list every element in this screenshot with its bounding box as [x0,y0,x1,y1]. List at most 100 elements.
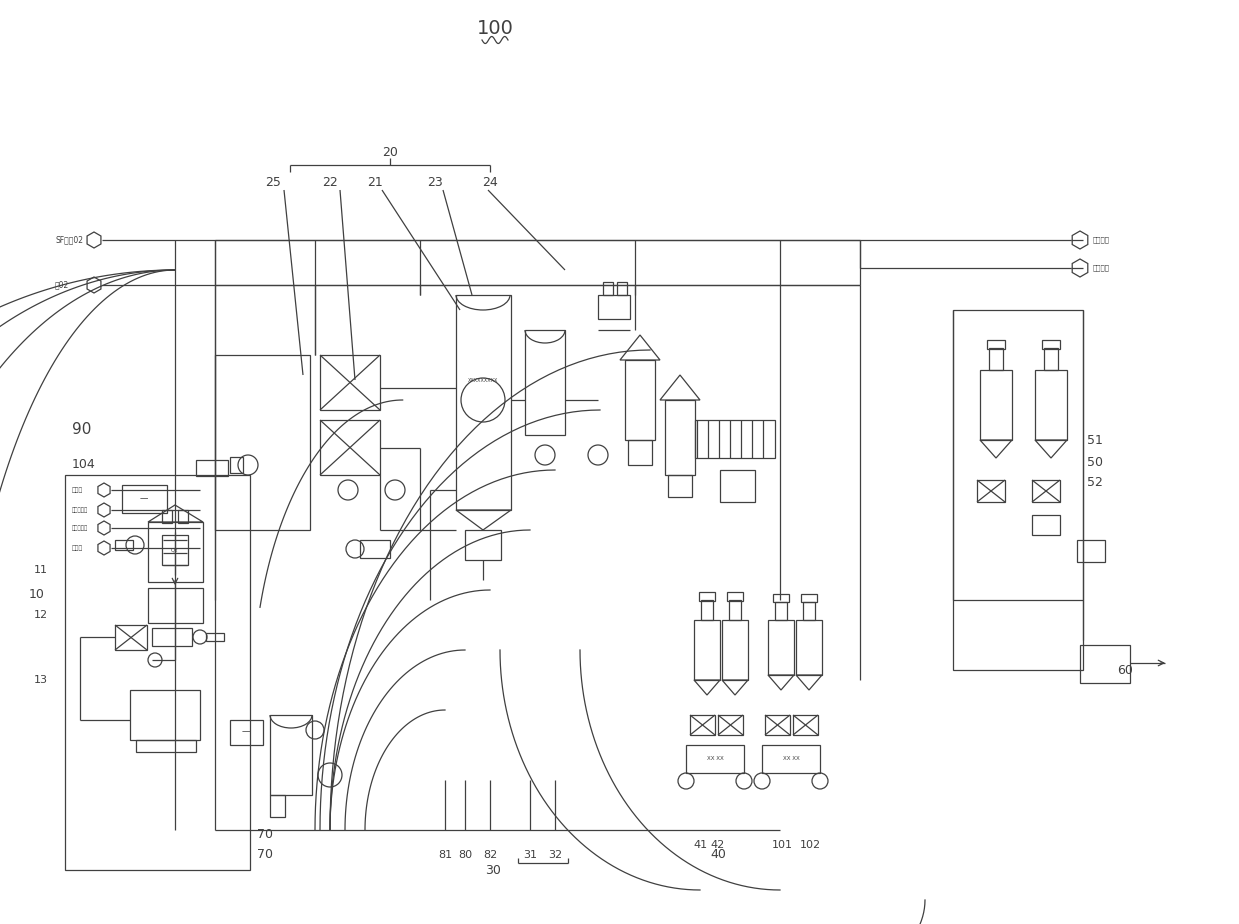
Bar [665,400,695,475]
Bar [206,633,224,641]
Text: Q2: Q2 [171,548,178,553]
Text: 31: 31 [523,850,536,860]
Bar [694,620,720,680]
Text: 硫酸钾溶液: 硫酸钾溶液 [72,525,88,530]
Bar [465,530,501,560]
Bar [762,745,820,773]
Text: 82: 82 [483,850,497,860]
Bar [162,535,188,565]
Bar [162,510,172,523]
Bar [722,620,748,680]
Bar [1042,340,1061,349]
Bar [617,282,627,295]
Bar [768,620,794,675]
Bar [598,295,629,319]
Bar [773,594,789,602]
Text: 25: 25 [265,176,281,189]
Bar [147,522,203,582]
Bar [270,795,285,817]
Text: —: — [140,494,149,504]
Bar [115,540,133,550]
Text: SF废水02: SF废水02 [55,236,83,245]
Text: 11: 11 [33,565,48,575]
Bar [764,715,790,735]
Bar [717,715,743,735]
Bar [320,420,380,475]
Bar [729,600,741,620]
Text: 22: 22 [322,176,338,189]
Bar [1044,348,1058,370]
Bar [130,690,199,740]
Bar [624,360,655,440]
Bar [121,485,167,513]
Bar [978,480,1005,502]
Text: 70: 70 [256,848,273,861]
Text: —: — [242,727,250,736]
Bar [776,602,787,620]
Text: 水02: 水02 [55,281,69,289]
Bar [525,330,565,435]
Bar [603,282,613,295]
Text: 81: 81 [437,850,452,860]
Bar [178,510,188,523]
Text: 42: 42 [711,840,725,850]
Text: 80: 80 [458,850,472,860]
Text: 氯化钠: 氯化钠 [72,545,83,551]
Bar [980,370,1012,440]
Bar [115,625,147,650]
Text: 102: 102 [799,840,820,850]
Text: 101: 101 [772,840,793,850]
Bar [628,440,652,465]
Bar [720,470,755,502]
Text: 12: 12 [33,610,48,620]
Text: 50: 50 [1087,456,1103,468]
Bar [320,355,380,410]
Bar [727,592,743,601]
Text: 52: 52 [1087,477,1103,490]
Text: 30: 30 [484,864,501,877]
Text: 40: 40 [710,848,726,861]
Bar [1080,645,1130,683]
Text: 24: 24 [482,176,498,189]
Text: 60: 60 [1118,663,1132,676]
Text: 20: 20 [382,145,398,159]
Bar [699,592,715,601]
Bar [1032,515,1061,535]
Text: XX XX: XX XX [783,757,799,761]
Bar [147,588,203,623]
Bar [216,355,310,530]
Bar [686,745,743,773]
Bar [152,628,192,646]
Text: 13: 13 [33,675,48,685]
Text: 10: 10 [30,589,45,602]
Bar [270,715,312,795]
Bar [1032,480,1061,502]
Bar [989,348,1004,370]
Bar [690,715,715,735]
Text: 41: 41 [693,840,707,850]
Bar [800,594,817,602]
Text: 100: 100 [477,18,513,38]
Text: 51: 51 [1087,433,1103,446]
Text: 硫酸盐: 硫酸盐 [72,487,83,492]
Text: XX XX: XX XX [706,757,724,761]
Bar [793,715,818,735]
Bar [136,740,196,752]
Bar [230,720,263,745]
Bar [701,600,712,620]
Text: 硫酸铵盐: 硫酸铵盐 [1093,264,1110,272]
Bar [987,340,1005,349]
Bar [196,460,228,476]
Text: 90: 90 [72,422,92,437]
Text: 硫酸铵盐之: 硫酸铵盐之 [72,507,88,513]
Bar [695,420,776,458]
Bar [953,310,1083,670]
Text: 氯酸钾盐: 氯酸钾盐 [1093,237,1110,243]
Bar [1077,540,1105,562]
Bar [668,475,693,497]
Text: 32: 32 [548,850,563,860]
Bar [803,602,815,620]
Bar [456,295,510,510]
Text: XXXXXXXXX: XXXXXXXXX [468,378,498,383]
Text: 104: 104 [72,458,95,471]
